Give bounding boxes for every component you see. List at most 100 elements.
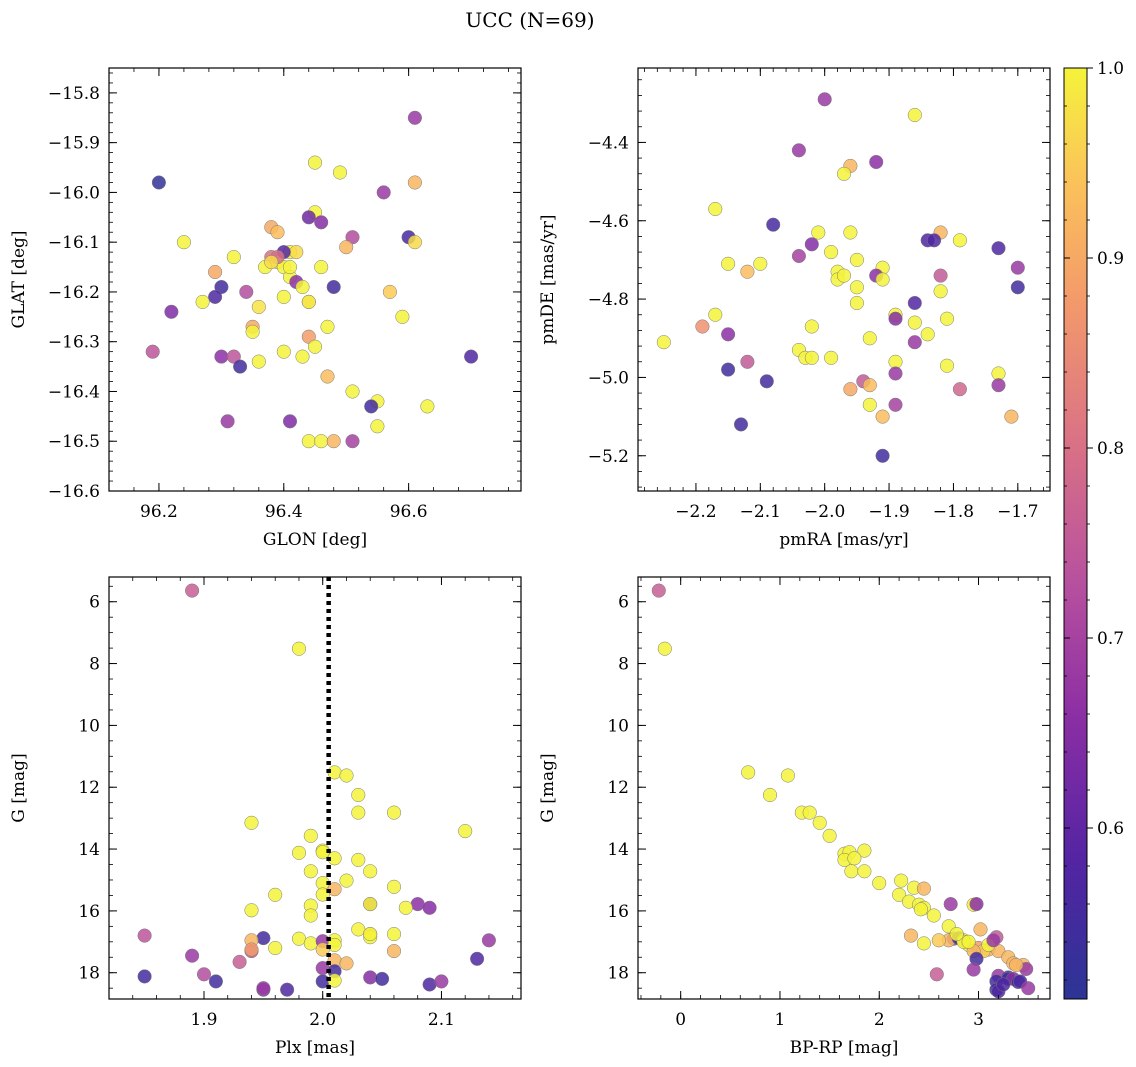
data-point — [270, 225, 285, 240]
data-point — [301, 434, 316, 449]
y-tick-label: −16.6 — [48, 482, 100, 502]
y-axis-label: G [mag] — [538, 753, 558, 822]
data-point — [264, 255, 279, 270]
data-point — [811, 225, 826, 240]
data-point — [422, 900, 437, 915]
plot-top-left: 96.2 96.4 96.6 −16.6 −16.5 −16.4 −16.3 −16.2 −16… — [9, 67, 522, 550]
plot-top-right: −2.2 −2.1 −2.0 −1.9 −1.8 −1.7 −5.2 −5.0 −4.8 −4.6… — [538, 67, 1051, 550]
data-point — [314, 215, 329, 230]
data-point — [320, 369, 335, 384]
data-point — [916, 936, 931, 951]
data-point — [721, 256, 736, 271]
y-tick-label: −16.5 — [48, 432, 100, 452]
y-tick-label: 10 — [78, 716, 100, 736]
colorbar-tick-label: 0.7 — [1097, 629, 1124, 649]
x-tick-label: 2 — [874, 1010, 885, 1030]
data-point — [339, 956, 354, 971]
data-point — [780, 768, 795, 783]
y-tick-label: 6 — [618, 593, 629, 613]
data-point — [276, 289, 291, 304]
y-tick-label: −15.9 — [48, 134, 100, 154]
data-point — [862, 378, 877, 393]
data-point — [966, 962, 981, 977]
data-point — [949, 927, 964, 942]
data-point — [185, 583, 200, 598]
data-point — [862, 331, 877, 346]
data-point — [434, 974, 449, 989]
y-tick-label: 12 — [78, 778, 100, 798]
data-point — [458, 824, 473, 839]
data-point — [651, 583, 666, 598]
data-point — [301, 210, 316, 225]
data-point — [195, 294, 210, 309]
data-point — [952, 382, 967, 397]
data-point — [804, 319, 819, 334]
data-point — [862, 397, 877, 412]
data-point — [339, 873, 354, 888]
y-axis-label: GLAT [deg] — [9, 230, 29, 328]
data-point — [407, 110, 422, 125]
data-point — [382, 284, 397, 299]
y-tick-label: −4.6 — [588, 212, 629, 232]
data-point — [351, 787, 366, 803]
figure-title: UCC (N=69) — [465, 8, 594, 32]
data-point — [345, 434, 360, 449]
x-tick-label: 2.0 — [309, 1010, 336, 1030]
x-axis-label: GLON [deg] — [263, 530, 367, 550]
data-point — [314, 260, 329, 275]
y-tick-label: 8 — [618, 655, 629, 675]
data-point — [395, 309, 410, 324]
data-point — [931, 933, 946, 948]
data-point — [268, 887, 283, 902]
x-tick-label: −1.8 — [933, 502, 974, 522]
data-point — [351, 805, 366, 820]
colorbar-tick-label: 0.6 — [1097, 819, 1124, 839]
data-point — [656, 335, 671, 350]
data-point — [721, 327, 736, 342]
data-point — [208, 264, 223, 280]
points — [651, 583, 1036, 999]
x-tick-label: 1.9 — [190, 1010, 217, 1030]
y-tick-label: 14 — [78, 840, 100, 860]
x-tick-label: 96.6 — [390, 502, 428, 522]
data-point — [196, 967, 212, 982]
y-tick-label: −16.3 — [48, 333, 100, 353]
data-point — [410, 897, 425, 912]
axes-frame — [637, 576, 1051, 1000]
y-tick-label: −16.2 — [48, 283, 100, 303]
data-point — [822, 828, 837, 843]
data-point — [282, 260, 298, 275]
data-point — [804, 237, 819, 252]
data-point — [386, 805, 402, 820]
data-point — [345, 384, 360, 399]
data-point — [740, 354, 755, 369]
y-tick-label: 12 — [607, 778, 629, 798]
x-tick-label: −2.1 — [740, 502, 781, 522]
points — [137, 583, 496, 997]
data-point — [251, 299, 266, 314]
data-point — [268, 940, 283, 956]
data-point — [920, 327, 935, 342]
y-tick-label: 6 — [89, 593, 100, 613]
data-point — [327, 937, 342, 952]
data-point — [291, 641, 307, 656]
data-point — [733, 417, 749, 432]
data-point — [314, 434, 329, 449]
points — [656, 92, 1025, 463]
data-point — [303, 908, 318, 923]
points — [145, 110, 479, 449]
data-point — [824, 245, 839, 260]
data-point — [420, 399, 435, 414]
data-point — [245, 324, 260, 339]
data-point — [145, 344, 160, 359]
data-point — [872, 876, 887, 891]
data-point — [351, 852, 366, 867]
data-point — [244, 903, 259, 918]
data-point — [969, 897, 984, 912]
data-point — [888, 311, 903, 326]
data-point — [291, 845, 307, 860]
data-point — [339, 768, 354, 783]
data-point — [320, 319, 335, 334]
data-point — [282, 414, 298, 429]
data-point — [470, 951, 485, 966]
